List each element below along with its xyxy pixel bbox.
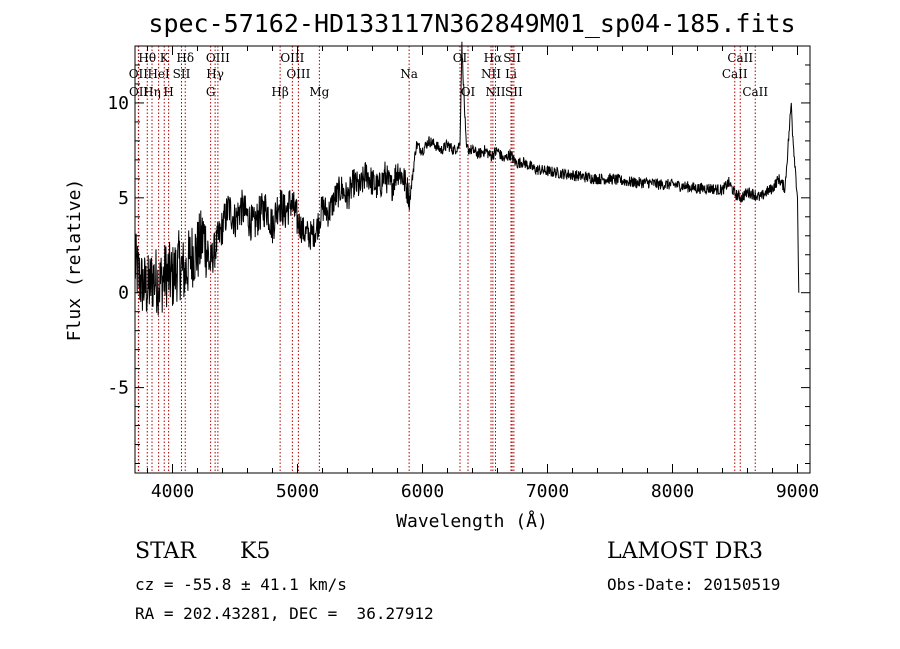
x-tick-label: 6000 (401, 481, 444, 502)
x-tick-label: 9000 (776, 481, 819, 502)
spectral-line-label: G (206, 85, 216, 99)
x-tick-label: 5000 (276, 481, 319, 502)
spectral-line-label: CaII (742, 85, 768, 99)
x-tick-label: 4000 (151, 481, 194, 502)
spectral-line-label: OII (129, 85, 149, 99)
object-type: STAR (135, 539, 196, 564)
chart-title: spec-57162-HD133117N362849M01_sp04-185.f… (148, 9, 795, 38)
y-tick-label: 10 (107, 93, 129, 114)
y-tick-label: -5 (107, 378, 129, 399)
y-tick-label: 5 (118, 188, 129, 209)
spectral-line-label: Hβ (271, 85, 288, 99)
y-axis-label: Flux (relative) (64, 179, 85, 342)
spectral-line-label: Hη (143, 85, 161, 99)
x-axis-label: Wavelength (Å) (396, 510, 548, 532)
axis-ticks: 4000 5000 6000 7000 8000 9000 -5 0 5 10 (107, 46, 819, 502)
spectral-line-label: Hδ (176, 51, 194, 65)
plot-frame (134, 45, 811, 474)
spectral-line-label: SII (505, 85, 523, 99)
x-tick-label: 8000 (651, 481, 694, 502)
spectral-line-label: OIII (280, 51, 304, 65)
obs-date-text: Obs-Date: 20150519 (607, 575, 781, 594)
spectral-line-label: CaII (727, 51, 753, 65)
spectral-line-label: SII (503, 51, 521, 65)
spectral-line-label: Mg (309, 85, 329, 99)
spectral-line-label: Hγ (206, 67, 224, 81)
coordinates-text: RA = 202.43281, DEC = 36.27912 (135, 604, 434, 623)
survey-name: LAMOST DR3 (607, 539, 763, 564)
spectral-line-label: Hα (484, 51, 503, 65)
spectral-line-label: SII (173, 67, 191, 81)
spectral-line-label: NII (486, 85, 506, 99)
redshift-text: cz = -55.8 ± 41.1 km/s (135, 575, 347, 594)
spectral-line-label: NII (481, 67, 501, 81)
flux-series-group (134, 41, 800, 316)
flux-series-line (134, 41, 800, 316)
spectral-line-label: Na (400, 67, 418, 81)
spectral-line-label: OI (453, 51, 468, 65)
spectral-line-label: HeI (147, 67, 170, 81)
spectral-line-label: OIII (206, 51, 230, 65)
spectral-line-label: OI (461, 85, 476, 99)
spectral-line-label: CaII (722, 67, 748, 81)
spectral-line-label: H (163, 85, 173, 99)
spectral-line-label: OIII (286, 67, 310, 81)
spectral-line-label: Li (505, 67, 517, 81)
y-tick-label: 0 (118, 283, 129, 304)
x-tick-label: 7000 (526, 481, 569, 502)
spectral-line-label: K (160, 51, 170, 65)
spectral-subclass: K5 (240, 539, 271, 564)
spectral-line-label: Hθ (138, 51, 156, 65)
